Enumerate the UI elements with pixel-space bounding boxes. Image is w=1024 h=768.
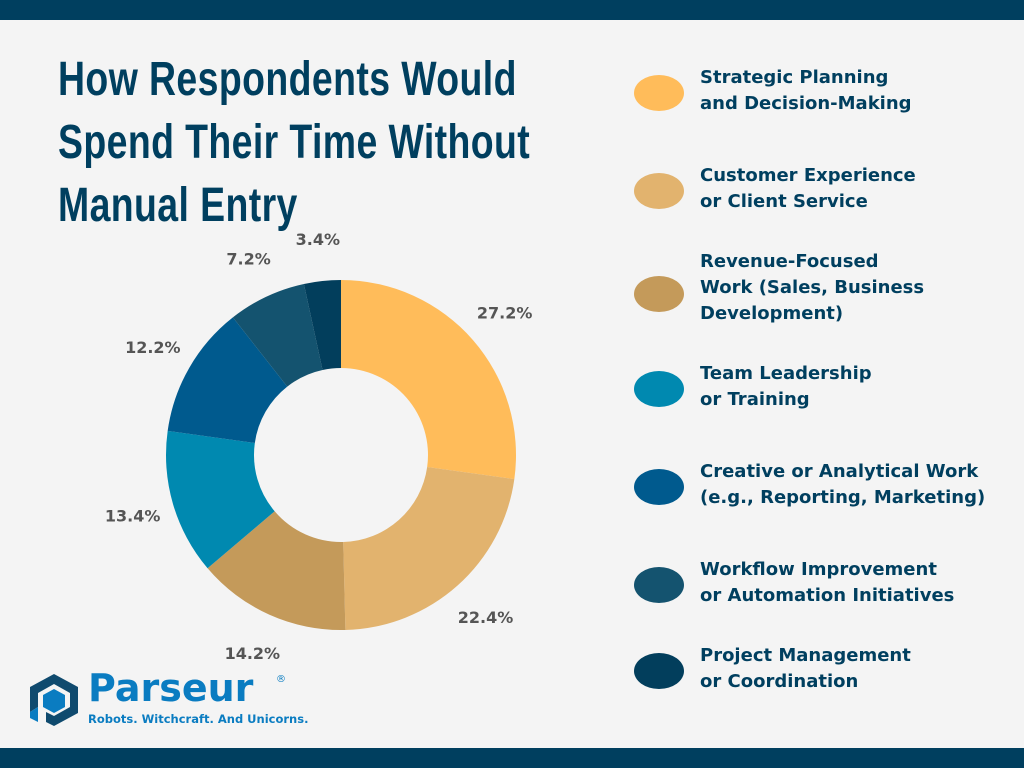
data-label: 14.2% <box>225 644 281 663</box>
legend-swatch <box>634 371 684 407</box>
donut-slice <box>207 511 346 630</box>
legend-label: Strategic Planning and Decision-Making <box>700 67 912 114</box>
legend-swatch <box>634 75 684 111</box>
parseur-logo: Parseur ® Robots. Witchcraft. And Unicor… <box>26 666 308 732</box>
donut-slice <box>341 280 516 480</box>
legend-label: Team Leadership or Training <box>700 363 872 410</box>
brand-tagline: Robots. Witchcraft. And Unicorns. <box>88 712 309 726</box>
donut-slice <box>232 283 323 387</box>
data-label: 7.2% <box>226 250 270 269</box>
title-line: Manual Entry <box>58 179 298 232</box>
registered-mark: ® <box>276 674 286 685</box>
data-label: 13.4% <box>105 507 161 526</box>
data-label: 12.2% <box>125 338 181 357</box>
data-label: 22.4% <box>458 608 514 627</box>
donut-slice <box>303 280 341 370</box>
legend-label: Revenue-Focused Work (Sales, Business De… <box>700 251 925 324</box>
title-line: How Respondents Would <box>58 53 517 106</box>
chart-title: How Respondents Would Spend Their Time W… <box>58 48 542 237</box>
legend-swatch <box>634 567 684 603</box>
parseur-logo-icon <box>30 674 78 726</box>
donut-slice <box>165 430 275 569</box>
donut-slice <box>343 466 515 630</box>
legend-label: Workflow Improvement or Automation Initi… <box>700 559 955 606</box>
legend-swatch <box>634 653 684 689</box>
data-label: 3.4% <box>296 230 340 249</box>
legend-label: Project Management or Coordination <box>700 645 911 692</box>
legend-swatch <box>634 173 684 209</box>
brand-name: Parseur <box>88 666 254 710</box>
data-label: 27.2% <box>477 304 533 323</box>
donut-slice <box>167 317 288 444</box>
header-bar <box>0 0 1024 20</box>
legend-label: Customer Experience or Client Service <box>700 165 916 212</box>
legend-swatch <box>634 469 684 505</box>
legend-swatch <box>634 276 684 312</box>
title-line: Spend Their Time Without <box>58 116 531 169</box>
footer-bar <box>0 748 1024 768</box>
legend-label: Creative or Analytical Work (e.g., Repor… <box>700 461 986 508</box>
